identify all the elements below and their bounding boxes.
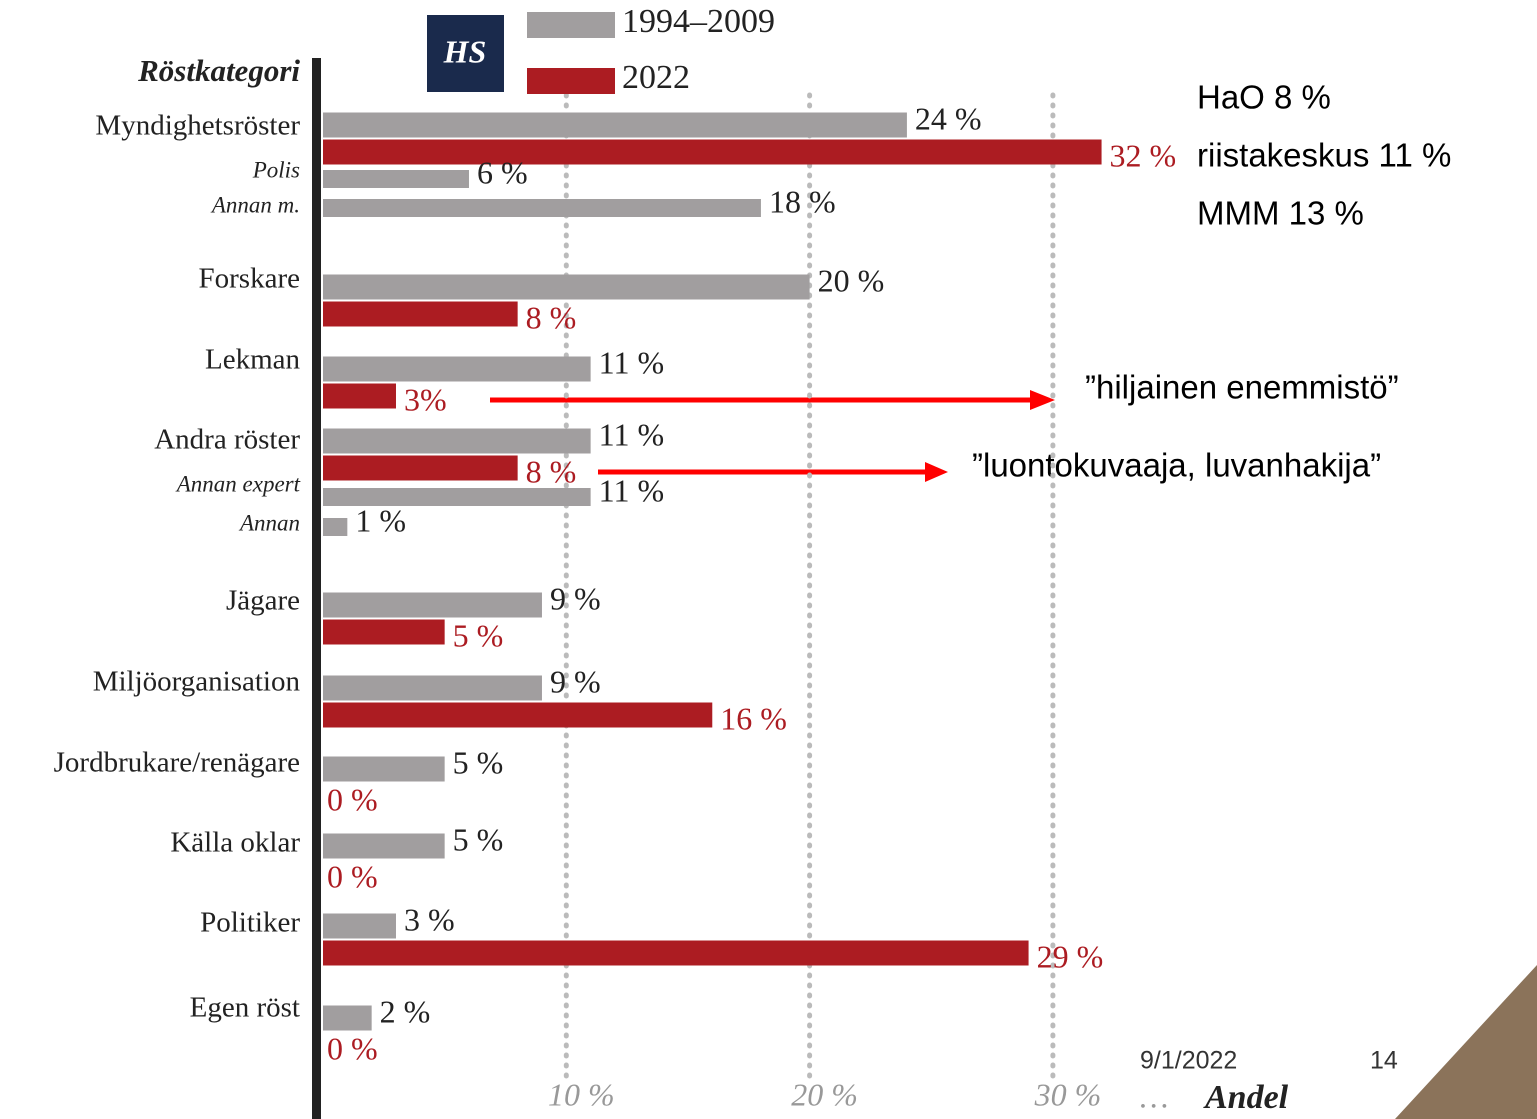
category-label: Egen röst bbox=[190, 992, 300, 1024]
x-more: … bbox=[1140, 1078, 1168, 1114]
x-axis-label: Andel bbox=[1203, 1079, 1289, 1116]
x-tick-label: 10 % bbox=[548, 1076, 615, 1112]
value-label: 6 % bbox=[477, 154, 528, 190]
value-label: 1 % bbox=[355, 502, 406, 538]
annotation: ”hiljainen enemmistö” bbox=[1085, 369, 1399, 406]
bar bbox=[323, 139, 1102, 165]
bar bbox=[323, 199, 761, 217]
value-label: 11 % bbox=[599, 344, 664, 380]
bar bbox=[323, 383, 396, 409]
value-label: 11 % bbox=[599, 416, 664, 452]
x-tick-label: 30 % bbox=[1034, 1076, 1102, 1112]
chart-title: Röstkategori bbox=[137, 53, 300, 88]
category-label: Andra röster bbox=[154, 424, 300, 456]
value-label: 3% bbox=[404, 381, 447, 417]
bar bbox=[323, 518, 348, 536]
category-label: Jordbrukare/renägare bbox=[54, 747, 300, 779]
corner-decoration bbox=[1395, 965, 1537, 1119]
value-label: 11 % bbox=[599, 472, 664, 508]
value-label: 3 % bbox=[404, 901, 455, 937]
bar bbox=[323, 455, 518, 481]
category-label: Annan expert bbox=[175, 471, 301, 496]
category-label: Jägare bbox=[226, 585, 300, 617]
bar bbox=[323, 702, 713, 728]
bar bbox=[323, 274, 810, 300]
category-label: Källa oklar bbox=[170, 827, 300, 859]
bar bbox=[323, 301, 518, 327]
category-label: Polis bbox=[252, 157, 300, 182]
page-number: 14 bbox=[1370, 1047, 1398, 1075]
value-label: 9 % bbox=[550, 663, 601, 699]
value-label: 18 % bbox=[769, 183, 836, 219]
annotation: ”luontokuvaaja, luvanhakija” bbox=[972, 447, 1381, 484]
category-label: Annan bbox=[238, 510, 300, 535]
bar bbox=[323, 675, 542, 701]
legend-swatch bbox=[527, 12, 615, 38]
arrow-head bbox=[1030, 390, 1055, 410]
category-label: Forskare bbox=[199, 263, 300, 295]
bar bbox=[323, 1005, 372, 1031]
annotation: riistakeskus 11 % bbox=[1197, 137, 1451, 174]
category-label: Politiker bbox=[200, 907, 300, 939]
value-label: 8 % bbox=[526, 299, 577, 335]
value-label: 0 % bbox=[327, 1030, 378, 1066]
value-label: 29 % bbox=[1037, 938, 1104, 974]
value-label: 20 % bbox=[818, 262, 885, 298]
value-label: 32 % bbox=[1110, 137, 1177, 173]
bar bbox=[323, 940, 1029, 966]
value-label: 16 % bbox=[720, 700, 787, 736]
logo-text: HS bbox=[443, 33, 487, 69]
bar bbox=[323, 428, 591, 454]
arrow-head bbox=[925, 462, 948, 482]
category-label: Lekman bbox=[205, 344, 301, 376]
value-label: 5 % bbox=[453, 821, 504, 857]
bar bbox=[323, 592, 542, 618]
value-label: 5 % bbox=[453, 617, 504, 653]
bar bbox=[323, 619, 445, 645]
value-label: 2 % bbox=[380, 993, 431, 1029]
annotation: HaO 8 % bbox=[1197, 79, 1331, 116]
value-label: 9 % bbox=[550, 580, 601, 616]
footer-date: 9/1/2022 bbox=[1140, 1047, 1237, 1075]
x-tick-label: 20 % bbox=[791, 1076, 858, 1112]
bar bbox=[323, 356, 591, 382]
bar bbox=[323, 913, 396, 939]
value-label: 0 % bbox=[327, 858, 378, 894]
category-label: Annan m. bbox=[210, 192, 300, 217]
value-label: 0 % bbox=[327, 781, 378, 817]
value-label: 8 % bbox=[526, 453, 577, 489]
legend-label: 1994–2009 bbox=[622, 3, 775, 40]
category-label: Miljöorganisation bbox=[93, 666, 301, 698]
value-label: 5 % bbox=[453, 744, 504, 780]
bar bbox=[323, 112, 907, 138]
y-axis bbox=[312, 58, 321, 1119]
bar bbox=[323, 833, 445, 859]
category-label: Myndighetsröster bbox=[95, 110, 300, 142]
bar bbox=[323, 756, 445, 782]
legend-label: 2022 bbox=[622, 59, 690, 96]
bar bbox=[323, 488, 591, 506]
logo bbox=[427, 15, 504, 92]
value-label: 24 % bbox=[915, 100, 982, 136]
bar bbox=[323, 170, 469, 188]
legend-swatch bbox=[527, 68, 615, 94]
annotation: MMM 13 % bbox=[1197, 195, 1364, 232]
